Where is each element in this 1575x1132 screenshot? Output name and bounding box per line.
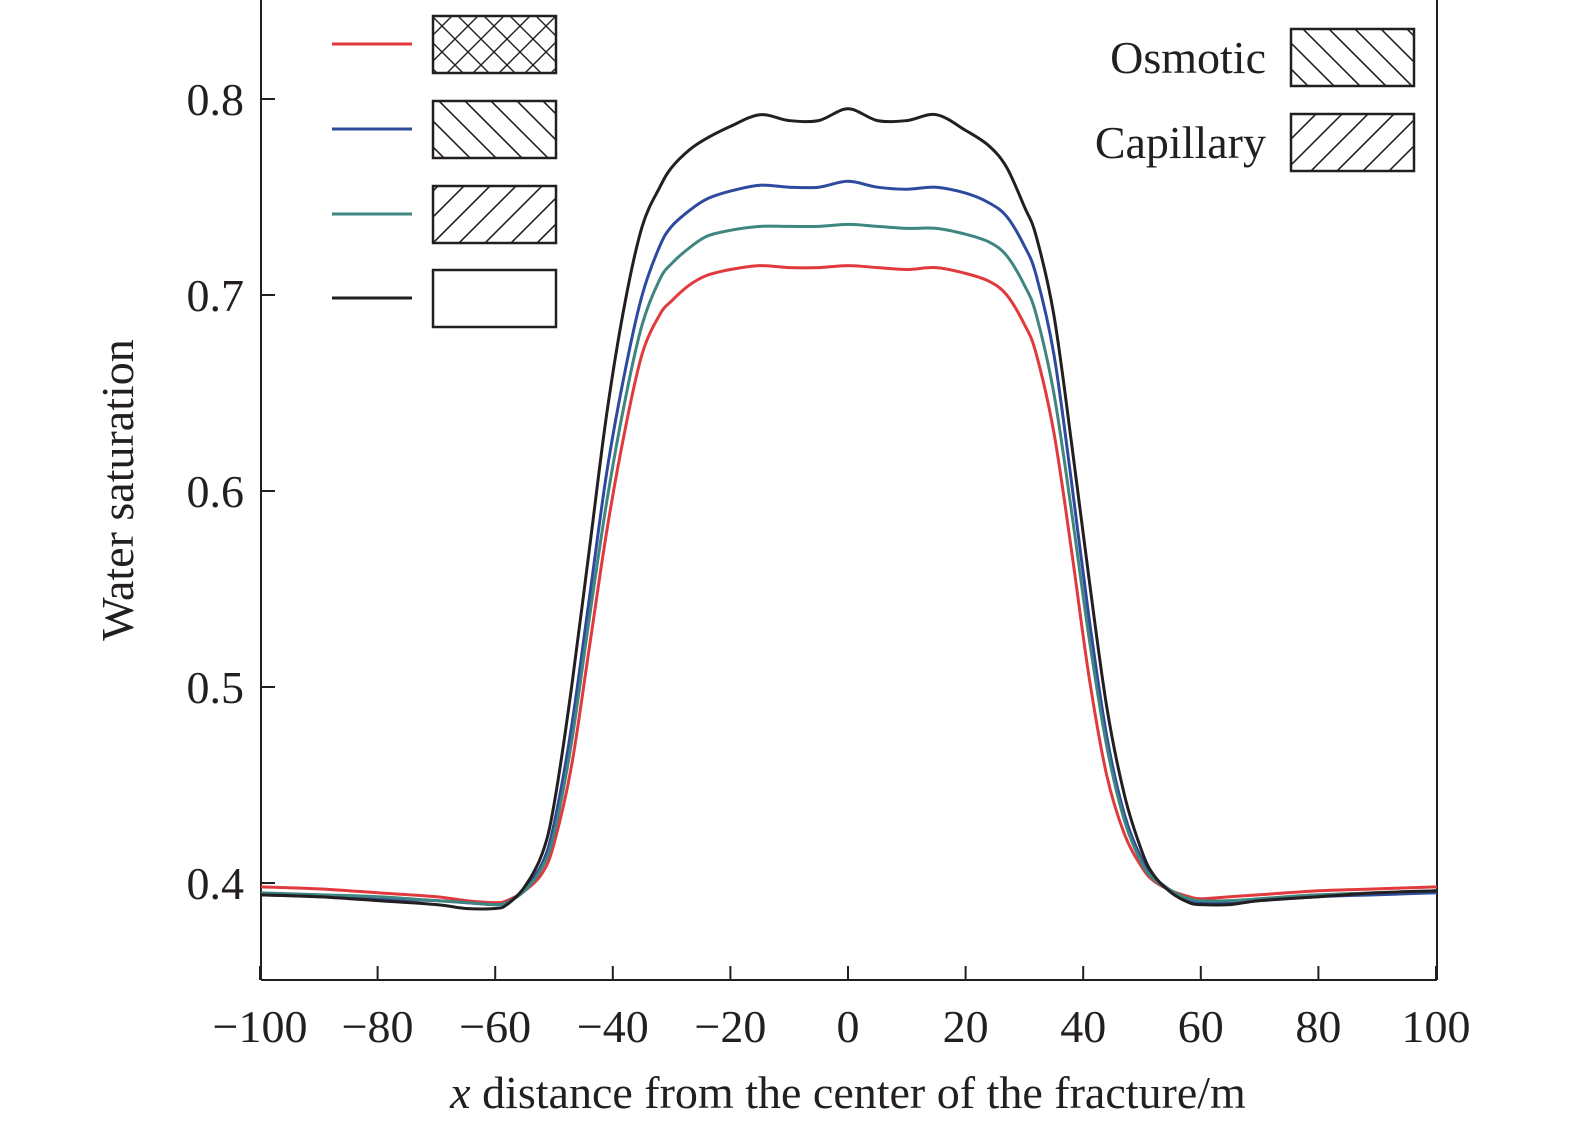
x-tick-label: 60 [1178,1001,1224,1052]
y-tick-label: 0.6 [187,466,245,517]
y-axis-ticks: 0.4 0.5 0.6 0.7 0.8 [187,74,275,909]
x-tick-label: −40 [577,1001,649,1052]
x-tick-label: 0 [837,1001,860,1052]
series-line-1 [261,264,1437,905]
legend-pattern-box [431,99,558,160]
pattern-key-legend: Osmotic Capillary [1095,27,1416,173]
y-axis-label: Water saturation [92,339,143,641]
y-tick-label: 0.5 [187,662,245,713]
x-tick-label: −100 [213,1001,308,1052]
x-tick-label: 80 [1295,1001,1341,1052]
x-axis-ticks: −100 −80 −60 −40 −20 0 20 40 60 80 100 [213,966,1471,1052]
x-tick-label: −80 [342,1001,414,1052]
pattern-key-label: Capillary [1095,117,1266,168]
x-tick-label: −20 [694,1001,766,1052]
y-tick-label: 0.7 [187,270,245,321]
x-axis-label: x distance from the center of the fractu… [449,1067,1246,1118]
pattern-key-box [1289,27,1416,88]
series-lines [261,107,1437,911]
y-tick-label: 0.8 [187,74,245,125]
x-tick-label: 20 [943,1001,989,1052]
series-line-4 [261,107,1437,911]
x-axis-variable: x [449,1067,471,1118]
x-axis-label-text: distance from the center of the fracture… [471,1067,1246,1118]
legend-pattern-box [431,184,558,245]
x-tick-label: −60 [459,1001,531,1052]
pattern-key-box [1289,112,1416,173]
x-tick-label: 40 [1060,1001,1106,1052]
series-line-3 [261,222,1437,907]
legend-pattern-box [431,268,558,329]
y-tick-label: 0.4 [187,858,245,909]
legend-pattern-box [431,14,558,75]
pattern-key-label: Osmotic [1110,32,1266,83]
x-tick-label: 100 [1402,1001,1471,1052]
series-legend [332,14,558,329]
